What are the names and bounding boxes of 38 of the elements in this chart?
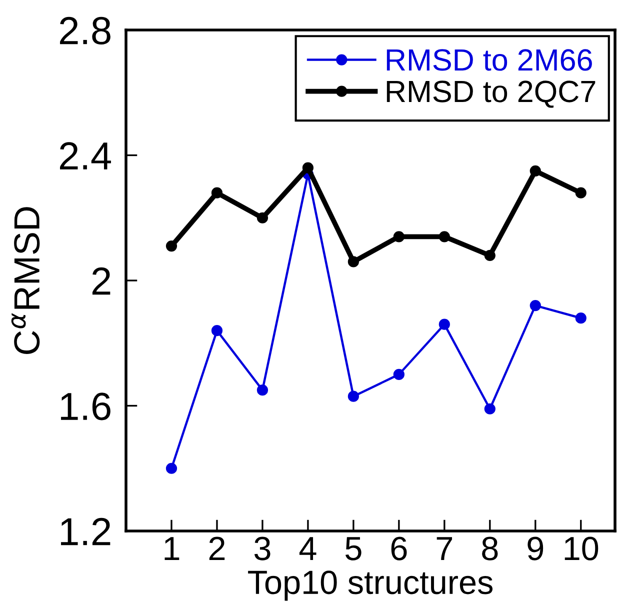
x-tick-label: 9 [528, 536, 544, 560]
x-tick-label: 8 [482, 536, 498, 560]
y-tick-label: 1.6 [61, 392, 110, 420]
x-tick-label: 5 [346, 537, 362, 560]
point [484, 250, 496, 262]
legend-label: RMSD to 2QC7 [386, 80, 596, 108]
x-axis-title: Top10 structures [248, 570, 493, 601]
x-tick-label: 7 [436, 537, 452, 560]
point [211, 325, 223, 336]
point [393, 368, 404, 380]
y-tick-label: 1.2 [61, 518, 110, 546]
point [302, 162, 314, 174]
x-tick-label: 4 [299, 537, 316, 560]
y-axis-title: C$^{α}$RMSD [11, 207, 40, 354]
point [530, 165, 541, 176]
point [575, 187, 586, 198]
x-tick-label: 10 [564, 536, 598, 560]
point [256, 212, 268, 224]
point [438, 318, 450, 330]
x-tick-label: 3 [254, 536, 270, 560]
point [484, 403, 496, 414]
y-tick-label: 2.8 [60, 16, 110, 44]
point [211, 187, 223, 198]
point [438, 231, 450, 242]
point [348, 390, 359, 402]
x-tick-label: 2 [209, 536, 225, 560]
legend-label: RMSD to 2M66 [386, 49, 592, 71]
point [348, 256, 359, 268]
y-tick-label: 2 [92, 267, 110, 295]
point [166, 240, 178, 252]
x-tick-label: 6 [391, 536, 407, 560]
point [575, 312, 586, 324]
point [166, 462, 178, 474]
point [530, 300, 541, 312]
y-tick-label: 2.4 [60, 142, 111, 170]
point [393, 231, 404, 242]
point [256, 384, 268, 396]
x-tick-label: 1 [164, 537, 180, 560]
